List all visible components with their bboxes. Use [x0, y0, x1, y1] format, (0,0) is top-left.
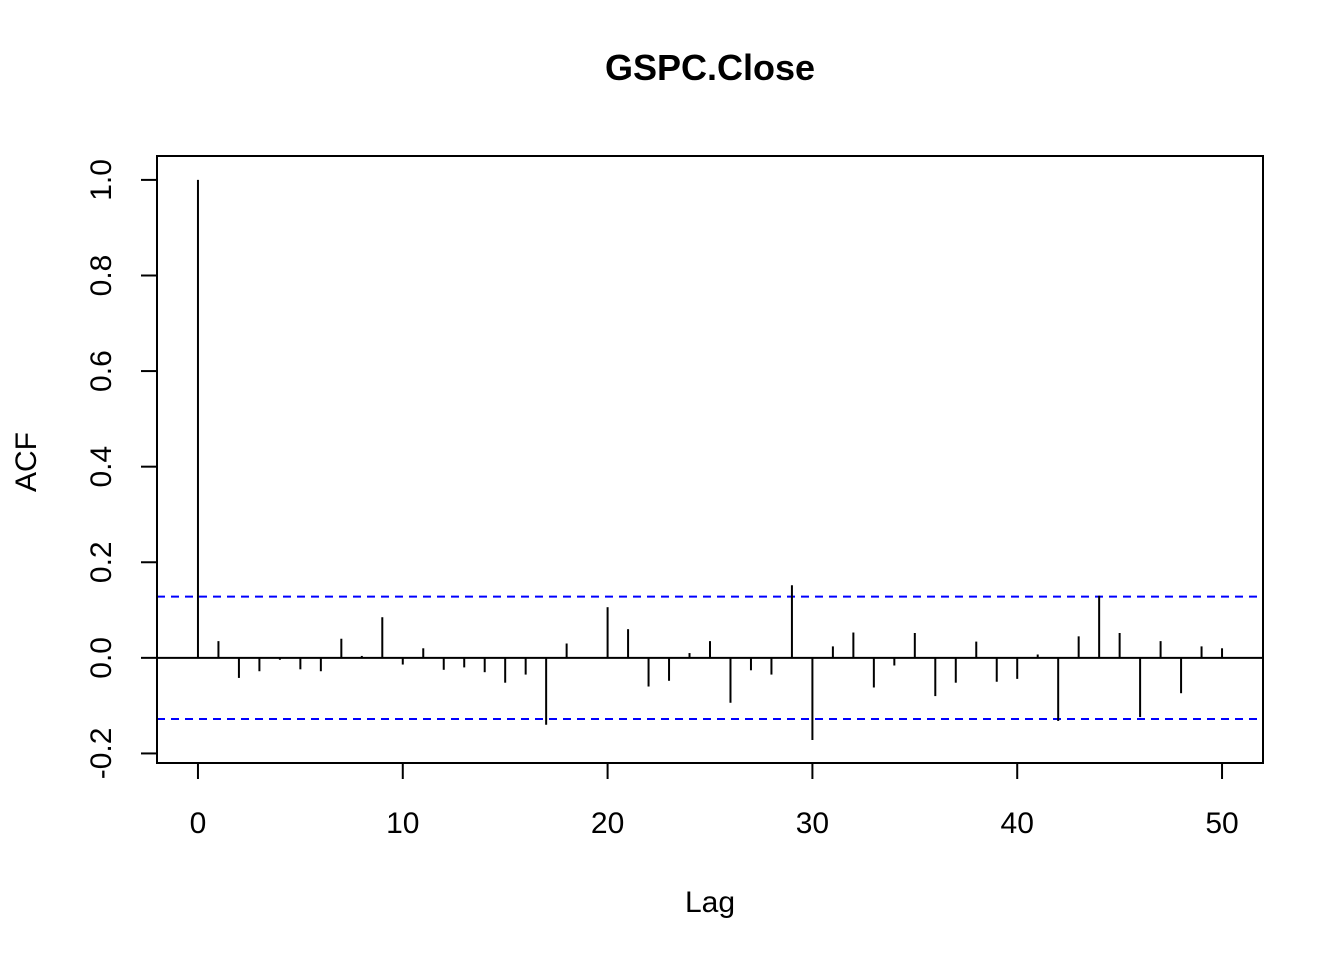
x-tick-label: 10	[386, 807, 419, 840]
y-tick-label: 0.6	[85, 350, 118, 392]
chart-title: GSPC.Close	[605, 47, 815, 88]
x-tick-label: 0	[190, 807, 207, 840]
y-tick-label: 0.4	[85, 446, 118, 488]
x-axis: 0 10 20 30 40 50	[190, 762, 1239, 840]
x-tick-label: 40	[1001, 807, 1034, 840]
x-axis-label: Lag	[685, 886, 735, 919]
y-tick-label: -0.2	[85, 728, 118, 780]
y-tick-label: 0.0	[85, 637, 118, 679]
confidence-bounds	[157, 595, 1263, 721]
plot-frame	[156, 155, 1264, 764]
acf-bars	[196, 179, 1224, 741]
y-axis: -0.2 0.0 0.2 0.4 0.6 0.8 1.0	[85, 159, 158, 780]
y-axis-label: ACF	[10, 432, 43, 492]
x-tick-label: 50	[1205, 807, 1238, 840]
y-tick-label: 1.0	[85, 159, 118, 201]
x-tick-label: 20	[591, 807, 624, 840]
y-tick-label: 0.2	[85, 541, 118, 583]
x-tick-label: 30	[796, 807, 829, 840]
y-tick-label: 0.8	[85, 255, 118, 297]
